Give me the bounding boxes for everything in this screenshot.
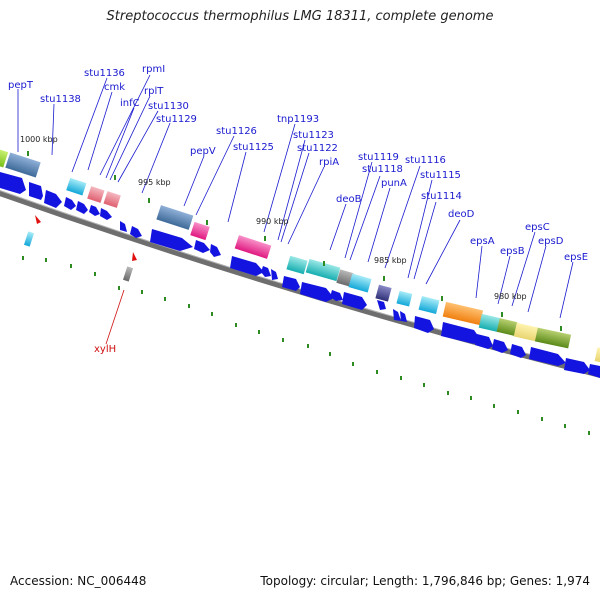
genome-summary-text: Topology: circular; Length: 1,796,846 bp…	[260, 574, 590, 588]
gene-label: deoD	[448, 209, 475, 220]
gene-label: stu1125	[233, 142, 274, 153]
gene-label: stu1136	[84, 68, 125, 79]
gene-label: epsD	[538, 236, 564, 247]
scale-label: 980 kbp	[494, 292, 527, 301]
tick-marks	[22, 151, 590, 435]
scale-label-group: 1000 kbp 995 kbp 990 kbp 985 kbp 980 kbp	[20, 135, 527, 301]
gene-label: pepV	[190, 146, 216, 157]
gene-label: stu1119	[358, 152, 399, 163]
label-leaders	[17, 74, 574, 319]
gene-label: deoB	[336, 194, 362, 205]
gene-label: stu1118	[362, 164, 403, 175]
gene-label: infC	[120, 98, 140, 109]
gene-label: pepT	[8, 80, 34, 91]
accession-text: Accession: NC_006448	[10, 574, 147, 588]
gene-label-group: pepT stu1138 stu1136 cmk rpmI infC rplT …	[8, 64, 588, 263]
gene-label: stu1130	[148, 101, 189, 112]
gene-arrows	[0, 172, 600, 378]
gene-label: epsB	[500, 246, 525, 257]
gene-label: epsE	[564, 252, 588, 263]
gene-label: stu1115	[420, 170, 461, 181]
gene-label: stu1122	[297, 143, 338, 154]
gene-label: rplT	[144, 86, 164, 97]
gene-label: rpiA	[319, 157, 339, 168]
gene-label: stu1129	[156, 114, 197, 125]
gene-label: stu1123	[293, 130, 334, 141]
scale-label: 985 kbp	[374, 256, 407, 265]
scale-label: 990 kbp	[256, 217, 289, 226]
gene-label: rpmI	[142, 64, 165, 75]
scale-label: 995 kbp	[138, 178, 171, 187]
gene-label: tnp1193	[277, 114, 319, 125]
gene-label: punA	[381, 178, 407, 189]
gene-label: epsA	[470, 236, 495, 247]
xylH-label: xylH	[94, 344, 116, 355]
gene-label: stu1126	[216, 126, 257, 137]
gene-label: epsC	[525, 222, 550, 233]
gene-label: cmk	[104, 82, 125, 93]
genome-backbone	[0, 189, 600, 379]
gene-label: stu1116	[405, 155, 446, 166]
map-title: Streptococcus thermophilus LMG 18311, co…	[106, 9, 494, 24]
gene-label: stu1114	[421, 191, 462, 202]
feature-boxes	[0, 149, 600, 364]
scale-label: 1000 kbp	[20, 135, 58, 144]
gene-label: stu1138	[40, 94, 81, 105]
minor-features	[23, 215, 137, 282]
red-leader	[105, 289, 125, 345]
